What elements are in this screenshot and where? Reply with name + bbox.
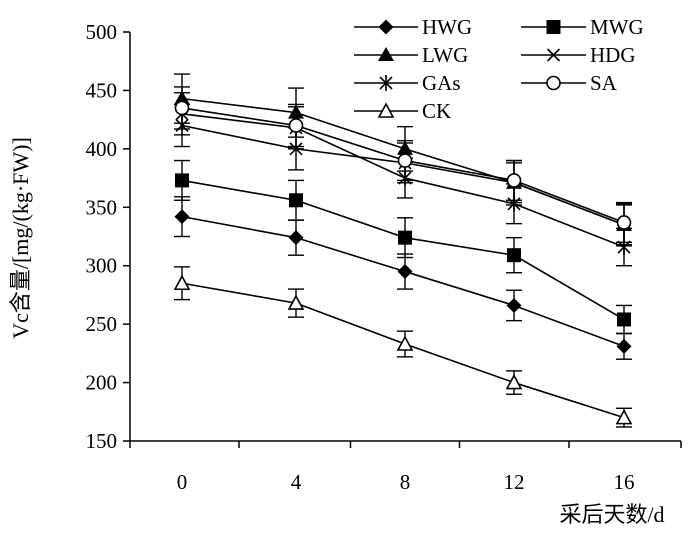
y-tick-label: 150 [86,429,118,453]
legend: HWG MWG LWG HDG GAs SA CK [354,15,644,123]
open-triangle-marker [377,102,395,118]
legend-item-gas: GAs [354,71,461,95]
legend-item-mwg: MWG [521,15,644,39]
diamond-marker [506,297,522,313]
diamond-marker [616,338,632,354]
open-triangle-marker [287,294,305,310]
legend-label: MWG [590,15,644,39]
x-axis-label: 采后天数/d [559,502,664,527]
y-tick-label: 250 [86,312,118,336]
x-marker [546,48,561,62]
circle-marker [174,100,190,116]
diamond-marker [174,209,190,225]
legend-label: LWG [422,43,468,67]
series-layer [173,73,633,428]
series-ck [173,266,633,428]
x-tick-label: 0 [177,470,188,494]
y-tick-label: 500 [86,20,118,44]
x-tick-label: 16 [614,470,635,494]
diamond-marker [288,230,304,246]
legend-item-ck: CK [354,99,451,123]
open-triangle-marker [396,335,414,351]
legend-item-sa: SA [521,71,618,95]
circle-marker [616,215,632,230]
square-marker [507,248,521,263]
y-tick-label: 200 [86,371,118,395]
legend-label: GAs [422,71,461,95]
legend-item-hwg: HWG [354,15,472,39]
y-tick-label: 300 [86,254,118,278]
legend-label: HWG [422,15,472,39]
open-triangle-marker [615,408,633,425]
asterisk-marker [379,75,393,91]
circle-marker [506,173,522,188]
square-marker [546,20,561,34]
square-marker [617,312,631,327]
circle-marker [288,118,304,133]
series-hwg [174,196,632,360]
x-tick-label: 4 [291,470,302,494]
x-tick-label: 8 [400,470,411,494]
circle-marker [397,153,413,168]
legend-label: CK [422,99,451,123]
y-tick-label: 450 [86,78,118,102]
legend-item-lwg: LWG [354,43,468,67]
open-triangle-marker [505,373,523,390]
series-sa [174,86,632,244]
triangle-marker [378,47,394,61]
series-line [181,179,625,321]
legend-label: HDG [590,43,636,67]
diamond-marker [378,19,394,35]
x-axis-ticks: 0 4 8 12 16 [129,441,682,494]
legend-label: SA [590,71,618,95]
axes [129,32,681,442]
x-tick-label: 12 [504,470,525,494]
legend-item-hdg: HDG [521,43,636,67]
circle-marker [546,75,561,91]
diamond-marker [397,264,413,280]
y-tick-label: 400 [86,137,118,161]
square-marker [289,193,303,208]
y-axis-ticks: 150 200 250 300 350 400 450 500 [86,20,130,453]
y-axis-label: Vc含量/[mg/(kg·FW)] [8,137,33,339]
series-mwg [174,159,632,335]
open-triangle-marker [173,274,191,291]
x-marker-stroke [546,48,561,62]
y-tick-label: 350 [86,195,118,219]
square-marker [175,173,189,188]
square-marker [398,230,412,245]
